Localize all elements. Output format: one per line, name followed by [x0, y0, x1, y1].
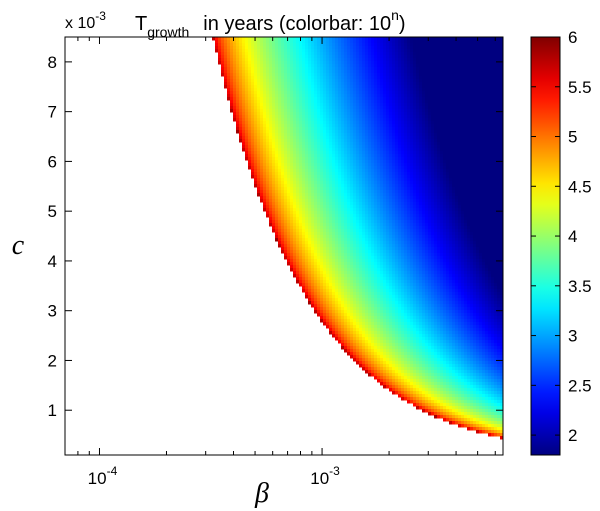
heatmap-fill: [212, 37, 503, 440]
y-tick-label: 2: [48, 351, 57, 370]
plot-area: 10-4 10-3 1 2 3 4 5 6 7 8: [48, 36, 504, 488]
colorbar-gradient: [530, 36, 561, 456]
plot-frame: [64, 36, 504, 456]
colorbar-tick-label: 3: [568, 327, 577, 346]
y-multiplier: x 10-3: [65, 9, 106, 32]
colorbar: 2 2.5 3 3.5 4 4.5 5 5.5 6: [530, 28, 592, 456]
colorbar-tick-label: 4.5: [568, 177, 592, 196]
colorbar-tick-label: 2.5: [568, 376, 592, 395]
y-multiplier-exp: -3: [95, 9, 106, 23]
x-axis-label: β: [254, 478, 269, 509]
title-subscript: growth: [147, 24, 189, 40]
y-tick-label: 5: [48, 202, 57, 221]
y-tick-label: 3: [48, 302, 57, 321]
colorbar-tick-label: 2: [568, 426, 577, 445]
y-tick-label: 7: [48, 103, 57, 122]
x-tick-label: 10-3: [310, 464, 340, 488]
title-text: Tgrowth in years (colorbar: 10n): [135, 7, 406, 40]
y-axis-label: c: [12, 230, 25, 261]
y-multiplier-base: x 10: [65, 15, 95, 32]
title-rest: in years (colorbar: 10: [203, 13, 391, 35]
x-axis: 10-4 10-3: [64, 37, 496, 488]
chart-title: x 10-3 Tgrowth in years (colorbar: 10n): [65, 7, 406, 40]
y-tick-label: 1: [48, 401, 57, 420]
title-main: T: [135, 13, 147, 35]
title-superscript: n: [391, 7, 399, 23]
colorbar-tick-label: 5.5: [568, 78, 592, 97]
y-axis: 1 2 3 4 5 6 7 8: [48, 53, 503, 420]
colorbar-ticks: 2 2.5 3 3.5 4 4.5 5 5.5 6: [531, 28, 592, 445]
colorbar-tick-label: 4: [568, 227, 577, 246]
title-close: ): [399, 13, 406, 35]
colorbar-tick-label: 3.5: [568, 277, 592, 296]
x-tick-label: 10-4: [88, 464, 118, 488]
y-tick-label: 8: [48, 53, 57, 72]
y-tick-label: 6: [48, 152, 57, 171]
colorbar-tick-label: 6: [568, 28, 577, 47]
colorbar-tick-label: 5: [568, 128, 577, 147]
y-tick-label: 4: [48, 252, 57, 271]
